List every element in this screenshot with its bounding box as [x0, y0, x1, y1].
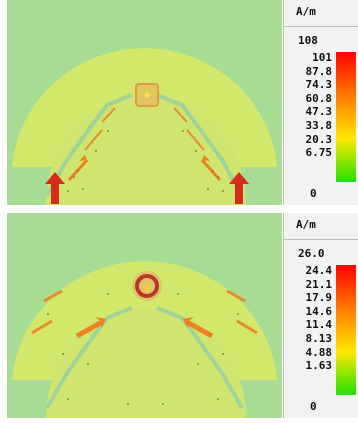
field-speckle — [67, 130, 224, 192]
field-speckle — [47, 293, 239, 405]
scale-tick: 21.1 — [305, 277, 333, 291]
scale-tick: 4.88 — [305, 345, 333, 359]
colorbar-gradient — [336, 265, 356, 395]
field-panel-bottom: A/m 26.0 24.4 21.1 17.9 14.6 11.4 8.13 4… — [0, 213, 358, 421]
scale-tick: 11.4 — [305, 318, 333, 332]
scale-tick: 33.8 — [305, 118, 333, 132]
scale-tick: 14.6 — [305, 304, 333, 318]
field-plot-top — [7, 0, 282, 205]
field-plot-bottom-svg — [7, 213, 282, 418]
feed-point — [143, 284, 151, 292]
feed-point — [144, 92, 150, 98]
feed-ring — [135, 274, 159, 298]
scale-tick-list: 24.4 21.1 17.9 14.6 11.4 8.13 4.88 1.63 — [292, 264, 333, 373]
current-arrow-icon — [45, 172, 249, 204]
current-arrow-icon — [31, 289, 258, 339]
scale-tick-list: 101 87.8 74.3 60.8 47.3 33.8 20.3 6.75 — [292, 51, 333, 160]
scale-tick: 87.8 — [305, 64, 333, 78]
field-plot-top-svg — [7, 0, 282, 205]
colorbar-gradient — [336, 52, 356, 182]
panel-divider — [0, 208, 358, 213]
scale-min-label: 0 — [310, 187, 317, 200]
scale-min-label: 0 — [310, 400, 317, 413]
scale-unit-divider — [284, 239, 358, 240]
scale-tick: 17.9 — [305, 291, 333, 305]
color-scale-top: A/m 108 101 87.8 74.3 60.8 47.3 33.8 20.… — [283, 0, 358, 205]
scale-tick: 24.4 — [305, 264, 333, 277]
scale-unit: A/m — [296, 218, 316, 231]
scale-tick: 60.8 — [305, 91, 333, 105]
scale-tick: 74.3 — [305, 78, 333, 92]
scale-max-label: 108 — [298, 34, 318, 47]
field-panel-top: A/m 108 101 87.8 74.3 60.8 47.3 33.8 20.… — [0, 0, 358, 208]
scale-tick: 1.63 — [305, 359, 333, 373]
scale-tick: 8.13 — [305, 331, 333, 345]
scale-tick: 6.75 — [305, 146, 333, 160]
scale-tick: 47.3 — [305, 105, 333, 119]
scale-unit: A/m — [296, 5, 316, 18]
slot-right — [156, 93, 244, 196]
slot-left — [45, 306, 133, 409]
scale-unit-divider — [284, 26, 358, 27]
scale-max-label: 26.0 — [298, 247, 325, 260]
field-plot-bottom — [7, 213, 282, 418]
slot-left — [45, 93, 133, 196]
slot-right — [156, 306, 244, 409]
color-scale-bottom: A/m 26.0 24.4 21.1 17.9 14.6 11.4 8.13 4… — [283, 213, 358, 418]
scale-tick: 20.3 — [305, 132, 333, 146]
scale-tick: 101 — [312, 51, 332, 64]
